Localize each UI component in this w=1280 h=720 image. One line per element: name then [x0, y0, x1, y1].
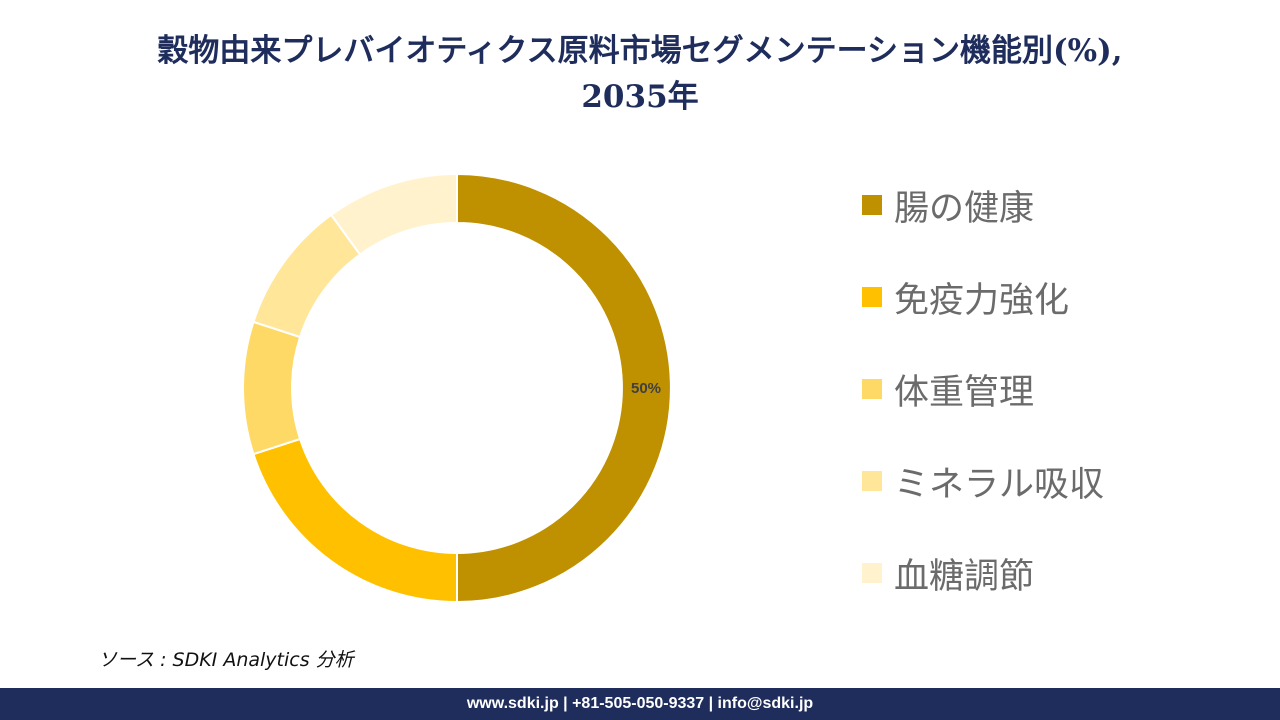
legend-swatch	[862, 287, 882, 307]
donut-slice	[329, 172, 458, 256]
footer-contact-bar: www.sdki.jp | +81-505-050-9337 | info@sd…	[0, 688, 1280, 720]
chart-title-line-1: 穀物由来プレバイオティクス原料市場セグメンテーション機能別(%),	[157, 33, 1123, 69]
legend-label: 血糖調節	[894, 556, 1035, 597]
legend-swatch	[862, 563, 882, 583]
legend-swatch	[862, 195, 882, 215]
donut-slice	[252, 437, 458, 604]
donut-slice	[242, 320, 302, 456]
donut-slice	[456, 172, 672, 604]
legend-item: 体重管理	[862, 366, 1104, 413]
chart-title-line-2: 2035年	[581, 79, 699, 115]
legend-swatch	[862, 379, 882, 399]
legend-label: 体重管理	[894, 372, 1035, 413]
chart-legend: 腸の健康 免疫力強化 体重管理 ミネラル吸収 血糖調節	[862, 182, 1104, 642]
legend-swatch	[862, 471, 882, 491]
legend-item: ミネラル吸収	[862, 458, 1105, 505]
legend-label: ミネラル吸収	[894, 464, 1105, 505]
data-label: 50%	[631, 380, 661, 397]
source-note: ソース : SDKI Analytics 分析	[98, 649, 354, 671]
chart-title: 穀物由来プレバイオティクス原料市場セグメンテーション機能別(%), 2035年	[0, 28, 1280, 120]
legend-label: 腸の健康	[894, 188, 1035, 229]
legend-item: 免疫力強化	[862, 274, 1104, 321]
legend-label: 免疫力強化	[894, 280, 1070, 321]
legend-item: 血糖調節	[862, 550, 1104, 597]
legend-item: 腸の健康	[862, 182, 1104, 229]
donut-chart: 50%	[242, 172, 672, 604]
